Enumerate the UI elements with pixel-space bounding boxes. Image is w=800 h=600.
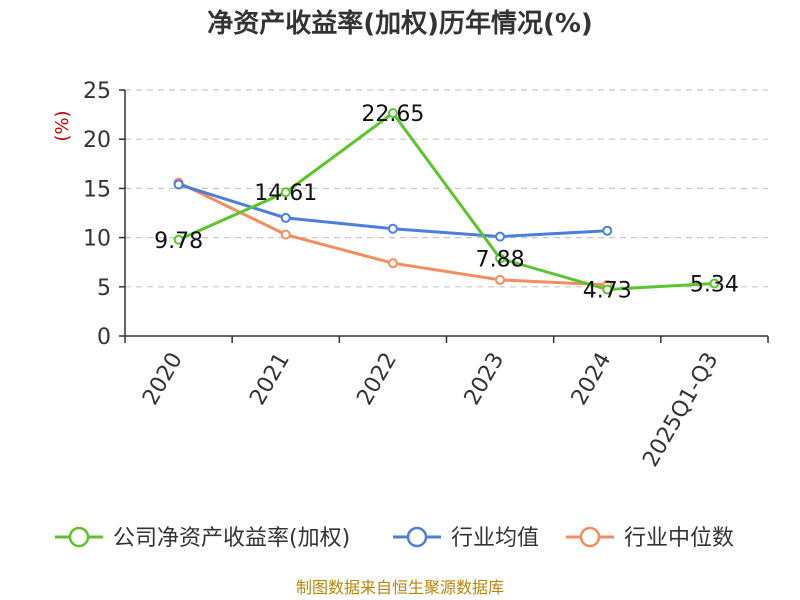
legend: 公司净资产收益率(加权) 行业均值 行业中位数: [55, 526, 734, 551]
series-0-point-5: [709, 278, 720, 289]
axes: [119, 89, 769, 343]
x-tick-label-4: 2024: [567, 349, 617, 410]
series-1-point-3: [495, 231, 506, 242]
legend-label-2: 行业中位数: [624, 526, 734, 551]
y-tick-labels: 0 5 10 15 20 25: [83, 79, 111, 350]
data-label-0: 9.78: [154, 229, 203, 254]
legend-item-0: 公司净资产收益率(加权): [55, 526, 350, 551]
series-2-point-2: [387, 258, 398, 269]
y-tick-label-5: 5: [97, 276, 111, 301]
data-label-4: 4.73: [583, 278, 632, 303]
y-tick-label-25: 25: [83, 79, 111, 104]
series-0-point-0: [173, 234, 184, 245]
series-0-point-4: [602, 284, 613, 295]
series-2-point-1: [280, 229, 291, 240]
legend-marker-0: [68, 526, 90, 548]
series-1: [173, 179, 613, 242]
source-note: 制图数据来自恒生聚源数据库: [296, 578, 504, 597]
series-0-point-2: [387, 108, 398, 119]
y-tick-label-15: 15: [83, 177, 111, 202]
y-axis-label: (%): [52, 110, 73, 141]
chart-title: 净资产收益率(加权)历年情况(%): [207, 8, 593, 39]
series-0: [173, 108, 720, 295]
legend-marker-1: [406, 526, 428, 548]
x-tick-label-0: 2020: [138, 349, 188, 410]
series-1-point-4: [602, 225, 613, 236]
series-0-point-3: [495, 253, 506, 264]
x-tick-label-2: 2022: [352, 349, 402, 410]
legend-label-0: 公司净资产收益率(加权): [113, 526, 350, 551]
x-tick-label-1: 2021: [245, 349, 295, 410]
y-tick-label-0: 0: [97, 325, 111, 350]
series-1-point-2: [387, 223, 398, 234]
legend-item-2: 行业中位数: [566, 526, 734, 551]
series-line-0: [177, 111, 715, 291]
legend-label-1: 行业均值: [451, 526, 539, 551]
gridlines: [125, 89, 768, 288]
x-tick-label-5: 2025Q1-Q3: [638, 349, 723, 472]
x-tick-label-3: 2023: [460, 349, 510, 410]
series-2-point-3: [495, 274, 506, 285]
data-labels: 9.78 14.61 22.65 7.88 4.73 5.34: [154, 102, 739, 303]
legend-item-1: 行业均值: [393, 526, 539, 551]
series-layer: [173, 108, 720, 295]
y-tick-label-20: 20: [83, 128, 111, 153]
data-label-5: 5.34: [690, 272, 739, 297]
x-tick-labels: 2020 2021 2022 2023 2024 2025Q1-Q3: [138, 349, 723, 472]
series-1-point-0: [173, 179, 184, 190]
series-2: [173, 177, 613, 290]
data-label-1: 14.61: [254, 181, 317, 206]
series-1-point-1: [280, 212, 291, 223]
data-label-2: 22.65: [361, 102, 424, 127]
data-label-3: 7.88: [476, 247, 525, 272]
series-0-point-1: [280, 187, 291, 198]
y-tick-label-10: 10: [83, 227, 111, 252]
legend-marker-2: [579, 526, 601, 548]
